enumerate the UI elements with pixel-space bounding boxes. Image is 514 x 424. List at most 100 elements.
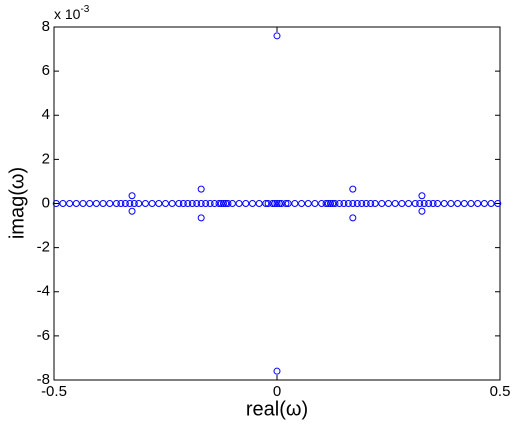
point bbox=[117, 200, 125, 207]
point bbox=[282, 200, 290, 207]
y-tick-label: 6 bbox=[42, 62, 50, 79]
point bbox=[420, 200, 428, 207]
point bbox=[327, 200, 335, 207]
point bbox=[273, 200, 281, 207]
point bbox=[353, 200, 361, 207]
point bbox=[269, 200, 277, 207]
point bbox=[329, 200, 337, 207]
y-tick-label: -2 bbox=[37, 239, 50, 256]
multiplier-exponent: -3 bbox=[80, 4, 89, 15]
point bbox=[202, 200, 210, 207]
point bbox=[130, 200, 138, 207]
point bbox=[429, 200, 437, 207]
plot-area bbox=[53, 26, 501, 381]
y-tick-label: 0 bbox=[42, 194, 50, 211]
point bbox=[273, 367, 281, 375]
point bbox=[474, 200, 482, 207]
point bbox=[106, 200, 114, 207]
point bbox=[425, 200, 433, 207]
y-tick-label: -8 bbox=[37, 371, 50, 388]
point bbox=[197, 185, 205, 193]
y-tick-label: 4 bbox=[42, 106, 50, 123]
point bbox=[224, 200, 232, 207]
point bbox=[135, 200, 143, 207]
point bbox=[141, 200, 149, 207]
point bbox=[72, 200, 80, 207]
point bbox=[318, 200, 326, 207]
point bbox=[193, 200, 201, 207]
point bbox=[340, 200, 348, 207]
point bbox=[92, 200, 100, 207]
point bbox=[335, 200, 343, 207]
x-tick-label: 0.5 bbox=[490, 383, 511, 400]
point bbox=[79, 200, 87, 207]
point bbox=[126, 200, 134, 207]
point bbox=[487, 200, 495, 207]
point bbox=[358, 200, 366, 207]
point bbox=[162, 200, 169, 207]
point bbox=[271, 200, 279, 207]
point bbox=[215, 200, 223, 207]
point bbox=[184, 200, 192, 207]
point bbox=[378, 200, 386, 207]
point bbox=[391, 200, 399, 207]
point bbox=[298, 200, 306, 207]
point bbox=[418, 192, 426, 200]
y-tick-label: -4 bbox=[37, 283, 50, 300]
point bbox=[52, 200, 60, 207]
point bbox=[179, 200, 187, 207]
point bbox=[112, 200, 120, 207]
point bbox=[66, 200, 74, 207]
y-multiplier: x 10-3 bbox=[54, 4, 90, 22]
y-tick-label: 2 bbox=[42, 150, 50, 167]
point bbox=[311, 200, 319, 207]
point bbox=[188, 200, 196, 207]
point bbox=[148, 200, 156, 207]
x-tick-label: 0 bbox=[273, 383, 281, 400]
point bbox=[349, 214, 357, 222]
x-tick-label: -0.5 bbox=[41, 383, 67, 400]
point bbox=[480, 200, 488, 207]
y-tick-label: -6 bbox=[37, 327, 50, 344]
point bbox=[398, 200, 406, 207]
y-axis-label: imag(ω) bbox=[6, 167, 28, 239]
point bbox=[344, 200, 352, 207]
point bbox=[197, 200, 205, 207]
point bbox=[264, 200, 272, 207]
point bbox=[86, 200, 94, 207]
point bbox=[405, 200, 413, 207]
point bbox=[291, 200, 299, 207]
point bbox=[235, 200, 243, 207]
point bbox=[228, 200, 236, 207]
point bbox=[304, 200, 312, 207]
point bbox=[447, 200, 455, 207]
y-tick-label: 8 bbox=[42, 18, 50, 35]
point bbox=[460, 200, 468, 207]
point bbox=[440, 200, 448, 207]
point bbox=[155, 200, 163, 207]
multiplier-base: x 10 bbox=[54, 6, 81, 22]
point bbox=[494, 200, 502, 207]
point bbox=[128, 207, 136, 215]
point bbox=[324, 200, 332, 207]
point bbox=[349, 200, 357, 207]
point bbox=[277, 200, 285, 207]
point bbox=[121, 200, 129, 207]
point bbox=[411, 200, 419, 207]
point bbox=[371, 200, 379, 207]
point bbox=[275, 200, 283, 207]
point bbox=[248, 200, 256, 207]
point bbox=[454, 200, 462, 207]
point bbox=[331, 200, 339, 207]
point bbox=[416, 200, 424, 207]
point bbox=[362, 200, 370, 207]
point bbox=[262, 200, 270, 207]
point bbox=[467, 200, 475, 207]
x-axis-label: real(ω) bbox=[246, 398, 308, 420]
point bbox=[222, 200, 230, 207]
point bbox=[273, 32, 281, 40]
point bbox=[434, 200, 442, 207]
point bbox=[99, 200, 107, 207]
point bbox=[197, 214, 205, 222]
